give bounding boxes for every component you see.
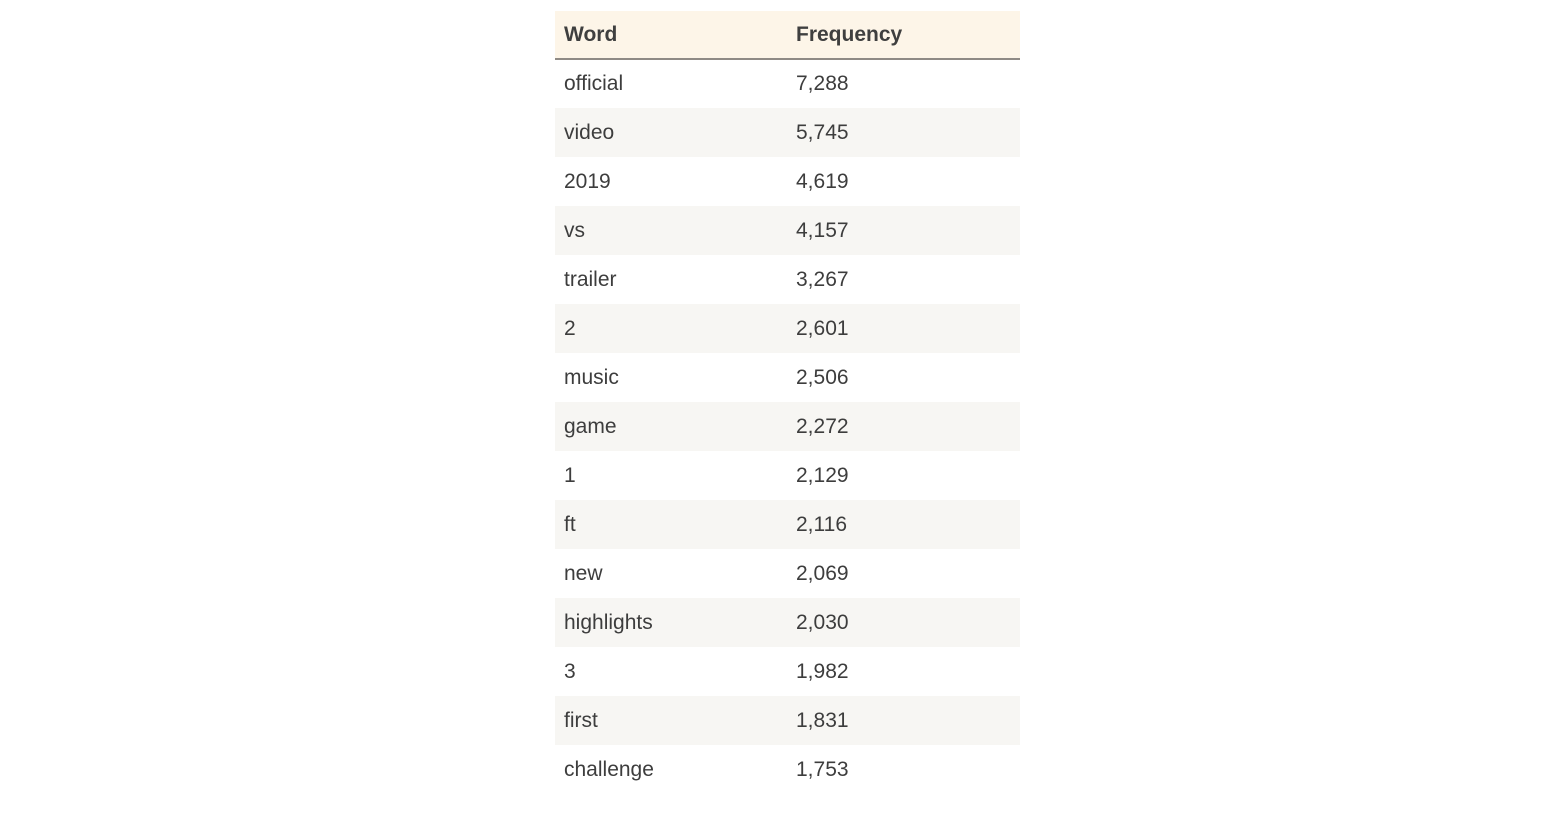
cell-frequency: 4,619 <box>796 169 849 193</box>
cell-word: 1 <box>564 463 576 487</box>
cell-frequency: 2,272 <box>787 402 1020 451</box>
word-frequency-table-container: Word Frequency official 7,288 video 5,745 20… <box>555 11 1020 794</box>
cell-word: trailer <box>564 267 617 291</box>
cell-word: ft <box>555 500 787 549</box>
table-row: ft 2,116 <box>555 500 1020 549</box>
cell-frequency: 7,288 <box>796 72 849 95</box>
table-row: new 2,069 <box>555 549 1020 598</box>
cell-word: new <box>564 561 603 585</box>
cell-word: 3 <box>564 659 576 683</box>
cell-word: music <box>564 365 619 389</box>
table-row: music 2,506 <box>555 353 1020 402</box>
table-row: 2019 4,619 <box>555 157 1020 206</box>
cell-frequency: 5,745 <box>787 108 1020 157</box>
cell-word: video <box>555 108 787 157</box>
table-row: 3 1,982 <box>555 647 1020 696</box>
header-row: Word Frequency <box>555 11 1020 60</box>
cell-word: vs <box>555 206 787 255</box>
table-row: highlights 2,030 <box>555 598 1020 647</box>
table-row: challenge 1,753 <box>555 745 1020 794</box>
table-row: video 5,745 <box>555 108 1020 157</box>
cell-word: 2 <box>555 304 787 353</box>
table-row: vs 4,157 <box>555 206 1020 255</box>
cell-frequency: 3,267 <box>796 267 849 291</box>
cell-frequency: 4,157 <box>787 206 1020 255</box>
cell-word: official <box>564 72 624 95</box>
cell-frequency: 2,506 <box>796 365 849 389</box>
table-row: 2 2,601 <box>555 304 1020 353</box>
cell-frequency: 1,982 <box>796 659 849 683</box>
cell-frequency: 1,831 <box>787 696 1020 745</box>
table-row: game 2,272 <box>555 402 1020 451</box>
column-header-frequency: Frequency <box>787 11 1020 60</box>
column-header-word: Word <box>555 11 787 60</box>
cell-word: 2019 <box>564 169 611 193</box>
table-body: official 7,288 video 5,745 2019 4,619 vs 4,157 t… <box>555 59 1020 794</box>
word-frequency-table: Word Frequency official 7,288 video 5,745 20… <box>555 11 1020 794</box>
table-header: Word Frequency <box>555 11 1020 60</box>
cell-frequency: 2,116 <box>787 500 1020 549</box>
cell-frequency: 1,753 <box>796 757 849 781</box>
cell-frequency: 2,129 <box>796 463 849 487</box>
table-row: 1 2,129 <box>555 451 1020 500</box>
cell-frequency: 2,030 <box>787 598 1020 647</box>
table-row: first 1,831 <box>555 696 1020 745</box>
cell-word: game <box>555 402 787 451</box>
table-row: official 7,288 <box>555 59 1020 108</box>
cell-frequency: 2,069 <box>796 561 849 585</box>
cell-word: highlights <box>555 598 787 647</box>
table-row: trailer 3,267 <box>555 255 1020 304</box>
cell-word: challenge <box>564 757 654 781</box>
cell-frequency: 2,601 <box>787 304 1020 353</box>
cell-word: first <box>555 696 787 745</box>
